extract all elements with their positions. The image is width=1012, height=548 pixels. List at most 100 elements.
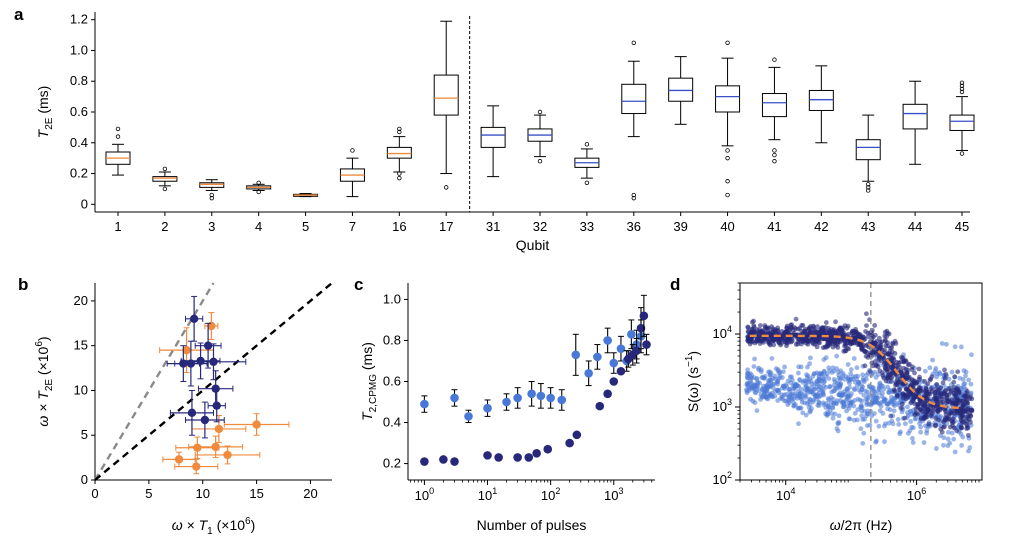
cloud-point-light bbox=[760, 387, 766, 393]
cloud-point-dark bbox=[934, 395, 940, 401]
data-point bbox=[483, 451, 492, 460]
data-point bbox=[420, 457, 429, 466]
cloud-point-light bbox=[890, 421, 896, 427]
y-tick-exponent: 4 bbox=[727, 324, 732, 334]
cloud-point-light bbox=[908, 408, 914, 414]
x-tick-base: 10 bbox=[776, 488, 790, 503]
x-tick-label: 42 bbox=[814, 219, 828, 234]
box-qubit-2 bbox=[152, 166, 178, 192]
cloud-point-light bbox=[821, 392, 827, 398]
cloud-point-light bbox=[845, 389, 851, 394]
cloud-point-dark bbox=[916, 376, 922, 382]
cloud-point-light bbox=[805, 385, 811, 391]
marker bbox=[502, 397, 511, 407]
cloud-point-light bbox=[834, 353, 840, 359]
cloud-point-light bbox=[798, 394, 804, 400]
cloud-point-dark bbox=[956, 390, 962, 396]
marker bbox=[513, 453, 522, 462]
data-point bbox=[584, 360, 593, 387]
cloud-point-dark bbox=[909, 367, 915, 373]
y-tick-label: 20 bbox=[74, 293, 88, 308]
y-axis-label: S(ω) (s−1) bbox=[684, 351, 701, 412]
y-tick-label: 1.2 bbox=[70, 12, 88, 27]
cloud-point-dark bbox=[942, 367, 947, 373]
cloud-point-light bbox=[860, 384, 866, 390]
cloud-point-dark bbox=[845, 340, 850, 346]
x-tick-label: 16 bbox=[392, 219, 406, 234]
outlier-point bbox=[772, 152, 777, 158]
cloud-point-light bbox=[960, 377, 966, 382]
y-tick-label: 0 bbox=[81, 196, 88, 211]
x-axis-label-sup: 6 bbox=[245, 516, 251, 527]
marker bbox=[639, 311, 649, 321]
cloud-point-light bbox=[939, 341, 945, 346]
x-tick-label: 102 bbox=[541, 486, 560, 503]
data-point bbox=[571, 333, 581, 376]
cloud-point-dark bbox=[915, 411, 920, 417]
cloud-point-light bbox=[882, 439, 887, 445]
data-point bbox=[184, 295, 204, 342]
marker bbox=[595, 401, 605, 411]
cloud-point-light bbox=[843, 374, 849, 380]
cloud-point-dark bbox=[864, 323, 869, 328]
cloud-point-dark bbox=[895, 362, 901, 368]
outlier-point bbox=[725, 40, 730, 45]
cloud-point-dark bbox=[928, 406, 934, 412]
x-tick-label: 5 bbox=[145, 486, 152, 501]
cloud-point-light bbox=[846, 405, 852, 411]
x-axis-label-pre: ω bbox=[830, 517, 841, 533]
cloud-point-dark bbox=[933, 422, 939, 428]
data-point bbox=[565, 438, 574, 448]
y-tick-label: 10 bbox=[74, 382, 88, 397]
y-axis-label-end: ) bbox=[35, 336, 51, 341]
marker bbox=[200, 415, 210, 425]
cloud-point-light bbox=[768, 392, 774, 398]
cloud-point-light bbox=[952, 449, 958, 455]
cloud-point-dark bbox=[948, 388, 954, 394]
cloud-point-dark bbox=[888, 379, 894, 384]
cloud-point-dark bbox=[810, 323, 816, 329]
cloud-point-light bbox=[860, 417, 866, 422]
cloud-point-light bbox=[836, 413, 842, 419]
cloud-point-light bbox=[882, 423, 887, 429]
x-tick-exponent: 0 bbox=[429, 486, 434, 496]
cloud-point-dark bbox=[922, 406, 928, 412]
cloud-point-dark bbox=[961, 419, 967, 425]
cloud-point-dark bbox=[867, 369, 873, 374]
x-tick-label: 100 bbox=[415, 486, 434, 503]
cloud-point-dark bbox=[929, 411, 935, 416]
x-tick-label: 103 bbox=[604, 486, 623, 503]
cloud-point-dark bbox=[755, 336, 761, 342]
cloud-point-dark bbox=[814, 337, 820, 343]
cloud-point-light bbox=[823, 355, 829, 361]
cloud-point-light bbox=[805, 364, 810, 370]
cloud-point-light bbox=[863, 413, 869, 419]
cloud-point-light bbox=[785, 402, 791, 408]
cloud-point-light bbox=[748, 396, 753, 402]
y-axis-label-unit: (ms) bbox=[35, 86, 51, 118]
cloud-point-light bbox=[854, 365, 860, 371]
outlier-point bbox=[959, 89, 965, 95]
outlier-point bbox=[725, 155, 730, 161]
marker bbox=[450, 393, 459, 403]
outlier-point bbox=[772, 148, 777, 153]
box-qubit-40 bbox=[715, 40, 741, 198]
outlier-point bbox=[772, 57, 777, 62]
y-tick-label: 0.8 bbox=[383, 332, 401, 347]
cloud-point-light bbox=[837, 383, 843, 388]
cloud-point-light bbox=[951, 436, 957, 442]
cloud-point-dark bbox=[927, 377, 933, 383]
cloud-point-light bbox=[830, 404, 836, 410]
cloud-point-light bbox=[744, 381, 750, 386]
cloud-point-light bbox=[881, 386, 887, 392]
outlier-point bbox=[397, 129, 402, 135]
cloud-point-light bbox=[796, 364, 802, 370]
marker bbox=[209, 357, 218, 366]
outlier-point bbox=[584, 142, 590, 147]
cloud-point-light bbox=[806, 389, 811, 395]
cloud-point-dark bbox=[937, 393, 943, 399]
data-point bbox=[223, 413, 290, 436]
x-tick-label: 1 bbox=[114, 219, 121, 234]
box-iqr bbox=[480, 126, 506, 148]
cloud-point-light bbox=[754, 377, 760, 382]
